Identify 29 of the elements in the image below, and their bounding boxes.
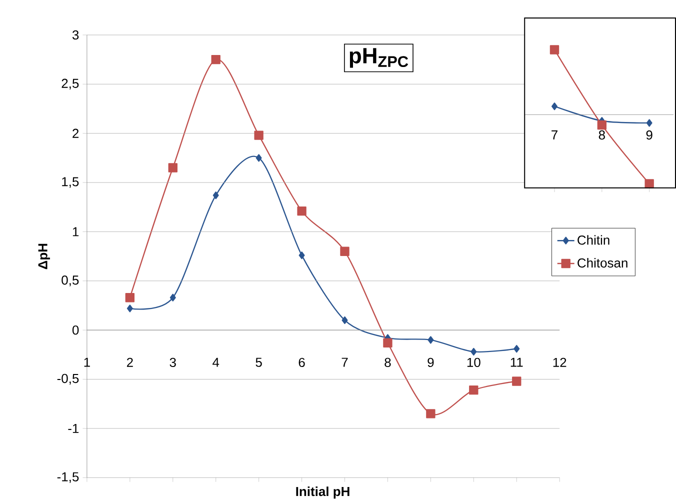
y-tick-label: -1	[68, 424, 79, 434]
y-tick-label: -0,5	[57, 374, 79, 385]
y-tick-label: 0	[72, 326, 79, 335]
y-tick-label: 3	[72, 30, 79, 40]
x-tick-label: 7	[342, 358, 348, 367]
text: pH$_{ZPC}$	[350, 48, 408, 68]
x-tick-label: 4	[212, 358, 220, 367]
y-tick-label: 1	[72, 227, 79, 236]
y-tick-label: -1,5	[57, 472, 79, 484]
x-tick-label: 9	[646, 130, 652, 140]
x-tick-label: 6	[298, 358, 305, 368]
x-tick-label: 8	[384, 358, 391, 368]
y-axis-title: ΔpH	[38, 244, 50, 270]
x-tick-label: 11	[510, 358, 523, 367]
x-tick-label: 1	[84, 358, 90, 367]
legend-label: Chitosan	[578, 258, 628, 268]
y-tick-label: 2,5	[62, 78, 79, 90]
x-tick-label: 3	[170, 358, 176, 368]
y-tick-label: 1,5	[62, 177, 79, 188]
x-tick-label: 7	[552, 130, 558, 140]
x-tick-label: 12	[553, 358, 566, 368]
y-tick-label: 0,5	[62, 276, 79, 286]
x-tick-label: 5	[256, 358, 262, 368]
x-axis-title: Initial pH	[296, 486, 350, 499]
x-tick-label: 9	[428, 358, 434, 368]
x-tick-label: 8	[598, 130, 605, 140]
x-tick-label: 2	[126, 358, 133, 368]
legend-label: Chitin	[578, 235, 610, 245]
x-tick-label: 10	[467, 358, 480, 368]
